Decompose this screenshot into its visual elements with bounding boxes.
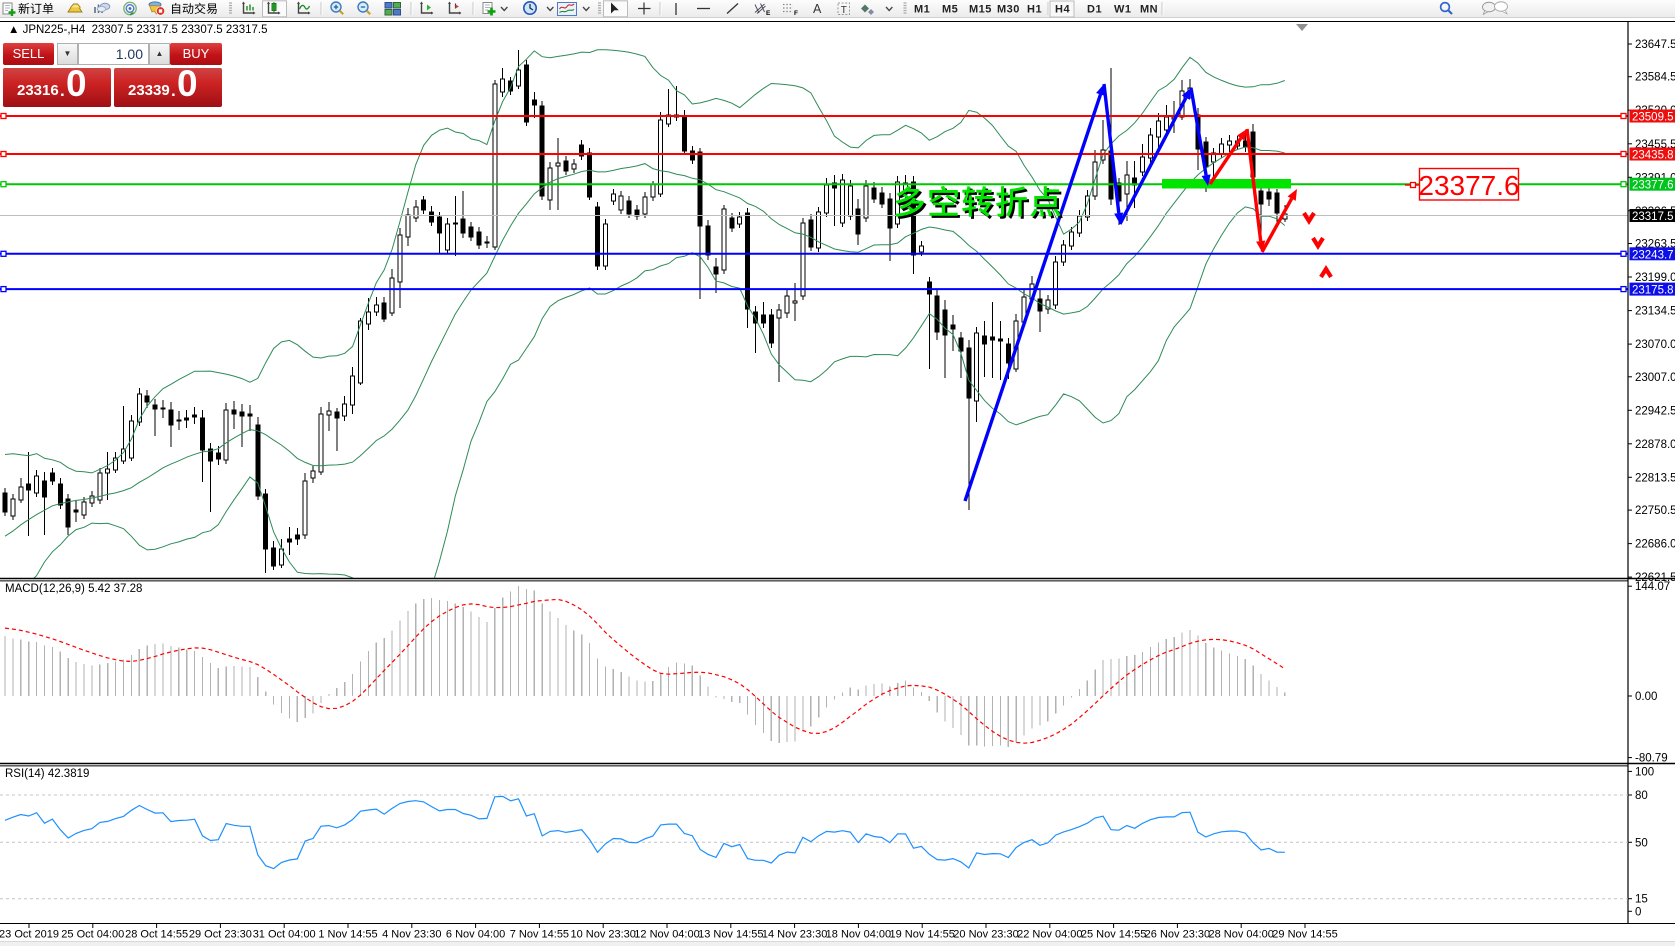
svg-text:M5: M5 — [942, 4, 958, 16]
svg-text:T: T — [841, 5, 847, 16]
svg-text:0.00: 0.00 — [1635, 691, 1657, 703]
svg-text:22942.5: 22942.5 — [1635, 405, 1675, 417]
svg-text:22686.0: 22686.0 — [1635, 539, 1675, 551]
svg-text:28 Nov 04:00: 28 Nov 04:00 — [1208, 929, 1273, 941]
svg-text:23317.5: 23317.5 — [1632, 211, 1674, 223]
svg-text:18 Nov 04:00: 18 Nov 04:00 — [826, 929, 891, 941]
svg-text:15: 15 — [1635, 894, 1648, 906]
svg-text:22 Nov 04:00: 22 Nov 04:00 — [1017, 929, 1082, 941]
svg-text:31 Oct 04:00: 31 Oct 04:00 — [253, 929, 316, 941]
svg-text:23647.5: 23647.5 — [1635, 39, 1675, 51]
svg-text:23377.6: 23377.6 — [1418, 170, 1519, 201]
svg-text:22813.5: 22813.5 — [1635, 472, 1675, 484]
svg-text:28 Oct 14:55: 28 Oct 14:55 — [125, 929, 188, 941]
svg-text:23 Oct 2019: 23 Oct 2019 — [0, 929, 59, 941]
svg-text:D1: D1 — [1087, 4, 1102, 16]
svg-text:1 Nov 14:55: 1 Nov 14:55 — [318, 929, 377, 941]
svg-text:W1: W1 — [1114, 4, 1132, 16]
svg-text:25 Oct 04:00: 25 Oct 04:00 — [61, 929, 124, 941]
svg-text:4 Nov 23:30: 4 Nov 23:30 — [382, 929, 441, 941]
svg-text:F: F — [794, 10, 798, 17]
svg-text:23175.8: 23175.8 — [1632, 285, 1674, 297]
svg-text:H4: H4 — [1055, 4, 1070, 16]
svg-text:MACD(12,26,9) 5.42 37.28: MACD(12,26,9) 5.42 37.28 — [5, 583, 142, 595]
svg-text:80: 80 — [1635, 790, 1648, 802]
svg-text:MN: MN — [1140, 4, 1158, 16]
svg-text:RSI(14) 42.3819: RSI(14) 42.3819 — [5, 768, 89, 780]
svg-text:23070.0: 23070.0 — [1635, 339, 1675, 351]
svg-text:22621.5: 22621.5 — [1635, 572, 1675, 584]
svg-text:7 Nov 14:55: 7 Nov 14:55 — [510, 929, 569, 941]
svg-text:-80.79: -80.79 — [1635, 753, 1668, 765]
svg-text:13 Nov 14:55: 13 Nov 14:55 — [698, 929, 763, 941]
svg-text:29 Nov 14:55: 29 Nov 14:55 — [1272, 929, 1337, 941]
svg-text:50: 50 — [1635, 837, 1648, 849]
svg-text:22878.0: 22878.0 — [1635, 439, 1675, 451]
svg-text:14 Nov 23:30: 14 Nov 23:30 — [762, 929, 827, 941]
svg-text:20 Nov 23:30: 20 Nov 23:30 — [953, 929, 1018, 941]
svg-text:23435.8: 23435.8 — [1632, 150, 1674, 162]
svg-text:M1: M1 — [914, 4, 930, 16]
svg-text:12 Nov 04:00: 12 Nov 04:00 — [634, 929, 699, 941]
svg-text:H1: H1 — [1027, 4, 1042, 16]
svg-text:23007.0: 23007.0 — [1635, 372, 1675, 384]
svg-text:22750.5: 22750.5 — [1635, 505, 1675, 517]
svg-text:A: A — [813, 2, 822, 16]
svg-text:E: E — [766, 10, 771, 17]
svg-text:M15: M15 — [969, 4, 992, 16]
svg-text:6 Nov 04:00: 6 Nov 04:00 — [446, 929, 505, 941]
svg-text:10 Nov 23:30: 10 Nov 23:30 — [570, 929, 635, 941]
svg-text:25 Nov 14:55: 25 Nov 14:55 — [1081, 929, 1146, 941]
svg-text:26 Nov 23:30: 26 Nov 23:30 — [1145, 929, 1210, 941]
svg-text:100: 100 — [1635, 766, 1654, 778]
svg-text:29 Oct 23:30: 29 Oct 23:30 — [189, 929, 252, 941]
svg-text:M30: M30 — [997, 4, 1020, 16]
svg-text:23134.5: 23134.5 — [1635, 306, 1675, 318]
svg-text:23243.7: 23243.7 — [1632, 249, 1674, 261]
svg-text:23377.6: 23377.6 — [1632, 180, 1674, 192]
svg-text:23509.5: 23509.5 — [1632, 112, 1674, 124]
svg-text:23584.5: 23584.5 — [1635, 72, 1675, 84]
svg-text:23199.0: 23199.0 — [1635, 272, 1675, 284]
svg-text:144.07: 144.07 — [1635, 581, 1670, 593]
svg-text:0: 0 — [1635, 906, 1641, 918]
svg-text:19 Nov 14:55: 19 Nov 14:55 — [889, 929, 954, 941]
